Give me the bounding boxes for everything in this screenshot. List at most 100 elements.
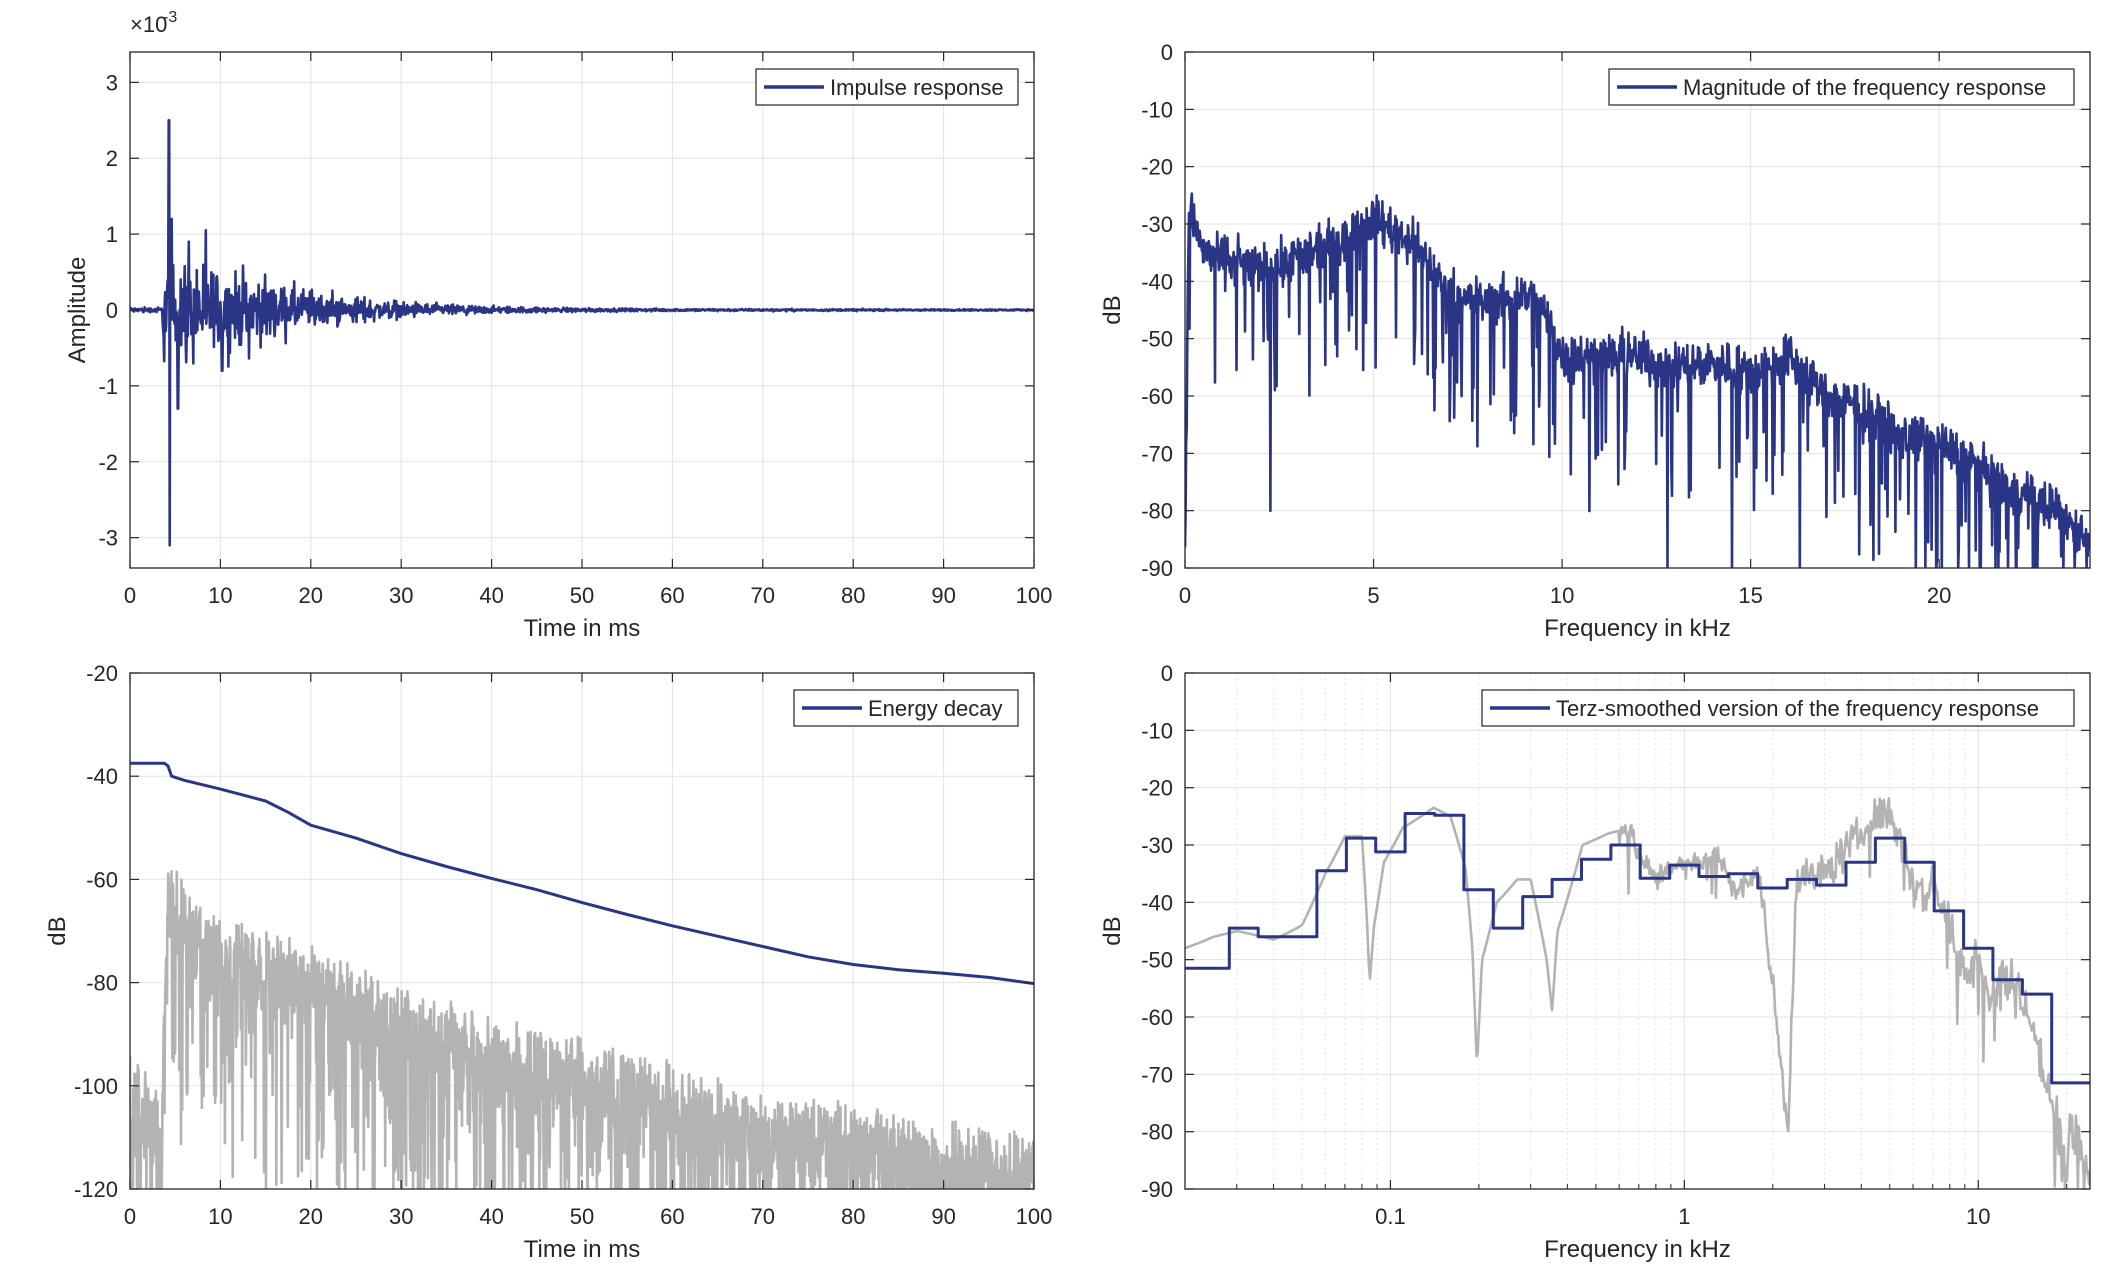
y-tick-label: 0 [106, 298, 118, 323]
y-tick-label: -60 [1141, 384, 1173, 409]
legend-label: Terz-smoothed version of the frequency r… [1556, 696, 2039, 721]
series-layer [1185, 797, 2090, 1189]
axes-box [1184, 672, 2091, 1190]
x-tick-label: 100 [1016, 583, 1053, 608]
legend-box [1481, 689, 2075, 727]
x-tick-label: 10 [1966, 1204, 1990, 1229]
chart-terz: 0.1 1 10 0 -10 -20 -30 -40 -50 -60 -70 -80 -90 Freque… [1099, 661, 2091, 1263]
y-tick-label: -90 [1141, 556, 1173, 581]
y-tick-label: -120 [74, 1177, 118, 1202]
y-tick-label: -90 [1141, 1177, 1173, 1202]
x-tick-label: 20 [1927, 583, 1951, 608]
y-tick-label: 3 [106, 70, 118, 95]
y-tick-label: 0 [1161, 661, 1173, 686]
y-axis-label: dB [1099, 916, 1126, 945]
legend: Magnitude of the frequency response [1608, 68, 2075, 106]
x-axis-label: Frequency in kHz [1544, 1236, 1731, 1263]
y-tick-label: -40 [1141, 890, 1173, 915]
y-tick-label: -10 [1141, 97, 1173, 122]
y-axis-label: Amplitude [64, 257, 91, 364]
x-axis-label: Frequency in kHz [1544, 615, 1731, 642]
y-tick-label: -30 [1141, 212, 1173, 237]
y-exponent-power: -3 [163, 9, 177, 26]
x-tick-label: 40 [479, 583, 503, 608]
plot-area [1185, 673, 2090, 1189]
y-tick-label: -80 [86, 971, 118, 996]
x-tick-label: 0 [124, 1204, 136, 1229]
x-tick-label: 60 [660, 1204, 684, 1229]
y-axis-label: dB [1099, 295, 1126, 324]
y-tick-label: -1 [98, 374, 118, 399]
x-tick-label: 10 [1550, 583, 1574, 608]
axes-box [1184, 51, 2091, 569]
x-tick-label: 20 [299, 1204, 323, 1229]
x-tick-label: 30 [389, 1204, 413, 1229]
y-tick-label: 1 [106, 222, 118, 247]
y-axis-label: dB [44, 916, 71, 945]
x-tick-label: 60 [660, 583, 684, 608]
y-tick-label: -60 [86, 867, 118, 892]
legend-label: Energy decay [868, 696, 1003, 721]
x-tick-label: 50 [570, 583, 594, 608]
x-tick-label: 0 [124, 583, 136, 608]
x-tick-label: 80 [841, 583, 865, 608]
series-line-secondary [130, 870, 1034, 1189]
x-tick-label: 10 [208, 583, 232, 608]
legend: Terz-smoothed version of the frequency r… [1481, 689, 2075, 727]
x-tick-label: 90 [931, 1204, 955, 1229]
y-tick-label: -20 [1141, 155, 1173, 180]
y-tick-label: -100 [74, 1074, 118, 1099]
x-tick-label: 80 [841, 1204, 865, 1229]
y-tick-label: -60 [1141, 1005, 1173, 1030]
x-tick-label: 70 [751, 583, 775, 608]
legend-label: Magnitude of the frequency response [1683, 75, 2046, 100]
plot-area [1185, 52, 2090, 568]
y-tick-label: -2 [98, 450, 118, 475]
series-layer [130, 119, 1034, 547]
chart-impulse: 0 10 20 30 40 50 60 70 80 90 100 -3 -2 -1 0 1 2 3 Time in … [64, 9, 1052, 642]
chart-magnitude: 0 5 10 15 20 0 -10 -20 -30 -40 -50 -60 -70 -80 -90 Freq… [1099, 40, 2091, 642]
y-tick-label: -80 [1141, 1120, 1173, 1145]
y-tick-label: -50 [1141, 948, 1173, 973]
y-tick-label: -30 [1141, 833, 1173, 858]
x-tick-label: 1 [1678, 1204, 1690, 1229]
x-axis-label: Time in ms [524, 1236, 640, 1263]
legend: Energy decay [793, 689, 1019, 727]
x-tick-label: 10 [208, 1204, 232, 1229]
y-tick-label: -10 [1141, 718, 1173, 743]
series-line-impulse-response [130, 119, 1034, 547]
y-exponent-label: ×10 [130, 12, 167, 37]
series-line-magnitude-of-the-frequency-response [1185, 192, 2090, 568]
series-line-terz-smoothed-version-of-the-frequency-response [1185, 812, 2090, 1085]
y-tick-label: -20 [1141, 776, 1173, 801]
x-tick-label: 0.1 [1375, 1204, 1406, 1229]
y-tick-label: -20 [86, 661, 118, 686]
y-tick-label: -40 [1141, 269, 1173, 294]
x-tick-label: 30 [389, 583, 413, 608]
legend-box [1608, 68, 2075, 106]
y-tick-label: 0 [1161, 40, 1173, 65]
y-tick-label: -70 [1141, 441, 1173, 466]
y-tick-label: -70 [1141, 1062, 1173, 1087]
x-tick-label: 90 [931, 583, 955, 608]
y-tick-label: -3 [98, 526, 118, 551]
x-tick-label: 70 [751, 1204, 775, 1229]
x-tick-label: 40 [479, 1204, 503, 1229]
y-tick-label: -80 [1141, 499, 1173, 524]
legend: Impulse response [755, 68, 1019, 106]
series-line-energy-decay [130, 761, 1034, 986]
series-layer [130, 761, 1034, 1189]
chart-energy: 0 10 20 30 40 50 60 70 80 90 100 -20 -40 -60 -80 -100 -1… [44, 661, 1052, 1263]
x-tick-label: 15 [1738, 583, 1762, 608]
series-line-secondary [1185, 797, 2090, 1189]
x-axis-label: Time in ms [524, 615, 640, 642]
y-tick-label: -50 [1141, 327, 1173, 352]
legend-label: Impulse response [830, 75, 1004, 100]
y-tick-label: -40 [86, 764, 118, 789]
x-tick-label: 20 [299, 583, 323, 608]
x-tick-label: 50 [570, 1204, 594, 1229]
x-tick-label: 100 [1016, 1204, 1053, 1229]
series-layer [1185, 192, 2090, 568]
x-tick-label: 5 [1367, 583, 1379, 608]
